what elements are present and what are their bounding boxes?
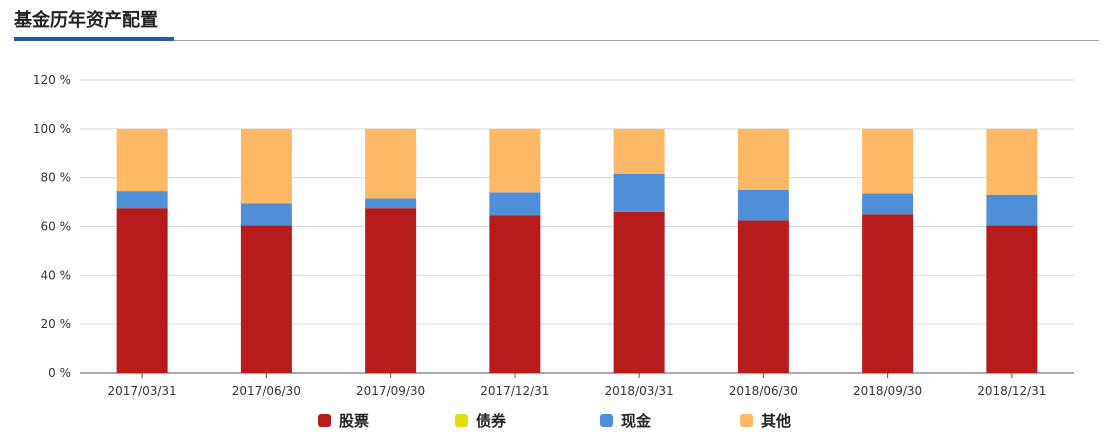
x-tick-label: 2017/09/30 [356,384,425,398]
legend-label: 其他 [761,411,792,430]
legend-swatch [600,413,613,427]
legend-swatch [318,413,331,427]
legend-item-cash[interactable]: 现金 [600,408,651,432]
chart-header: 基金历年资产配置 [0,0,1108,42]
y-tick-label: 80 % [41,171,72,185]
legend-item-bond[interactable]: 债券 [455,408,506,432]
bar-segment-cash [365,198,417,209]
bar-segment-stock [365,208,417,373]
legend-label: 现金 [621,411,652,430]
bar-segment-other [737,128,789,190]
bar-segment-stock [240,225,292,373]
bar-segment-other [489,128,541,193]
bar-segment-cash [489,192,541,216]
bar-segment-cash [116,191,168,209]
bar-segment-stock [737,220,789,373]
y-tick-label: 60 % [41,220,72,234]
stacked-bar-chart: 0 % 20 % 40 % 60 % 80 % 100 % 120 % 2017/03/31 2… [33,73,1074,398]
legend-swatch [740,413,753,427]
y-tick-label: 20 % [41,317,72,331]
x-tick-label: 2018/03/31 [605,384,674,398]
x-tick-label: 2017/06/30 [232,384,301,398]
bar-segment-cash [737,189,789,221]
bar-segment-stock [986,225,1038,373]
legend-label: 债券 [476,411,507,430]
legend-label: 股票 [339,411,370,430]
y-tick-label: 40 % [41,268,72,282]
bar-segment-other [986,128,1038,195]
bar-segment-other [240,128,292,204]
legend-swatch [455,413,468,427]
bar-segment-other [613,128,665,175]
bar-segment-stock [613,211,665,373]
y-tick-label: 0 % [48,366,71,380]
title-accent-bar [14,37,174,41]
legend-item-other[interactable]: 其他 [740,408,791,432]
bar-segment-cash [240,203,292,226]
bar-segment-other [365,128,417,199]
x-tick-label: 2018/06/30 [729,384,798,398]
page-title: 基金历年资产配置 [14,10,158,31]
bar-segment-stock [862,214,914,373]
x-tick-label: 2017/03/31 [108,384,177,398]
bar-segment-cash [613,174,665,212]
x-tick-label: 2018/12/31 [977,384,1046,398]
bar-segment-other [116,128,168,192]
y-tick-label: 120 % [33,73,71,87]
title-divider [14,40,1099,41]
bar-segment-cash [986,194,1038,226]
x-tick-label: 2017/12/31 [480,384,549,398]
bar-segment-other [862,128,914,194]
bar-segment-stock [116,208,168,373]
x-tick-label: 2018/09/30 [853,384,922,398]
y-tick-label: 100 % [33,122,71,136]
chart-legend: 股票 债券 现金 其他 [0,408,1108,434]
legend-item-stock[interactable]: 股票 [318,408,369,432]
bar-segment-cash [862,193,914,215]
bar-segment-stock [489,215,541,373]
